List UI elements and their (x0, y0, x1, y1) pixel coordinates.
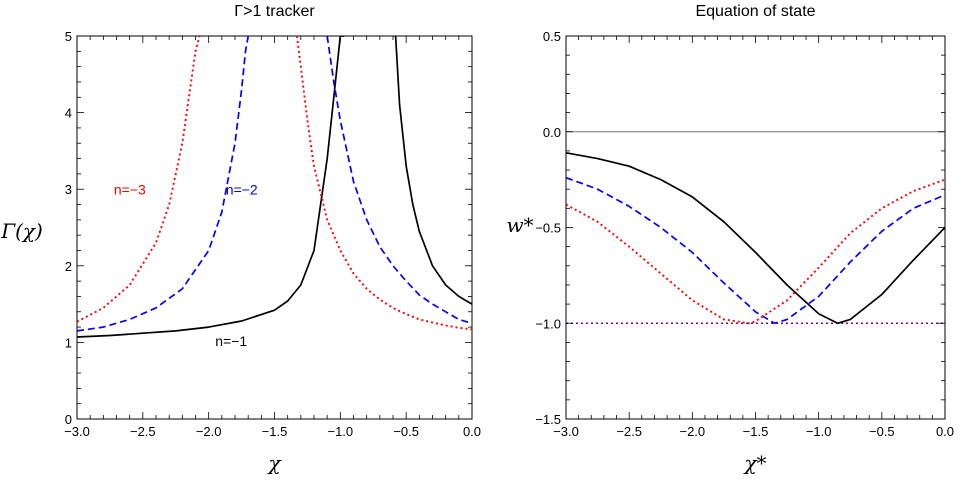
left-x-tick-label: −0.5 (393, 424, 419, 439)
left-series-line (394, 36, 472, 305)
right-x-tick-label: −2.0 (679, 424, 705, 439)
left-y-axis-label: Γ(χ) (0, 219, 43, 243)
left-series-line (77, 36, 345, 338)
left-y-tick-label: 1 (65, 335, 72, 350)
right-chart-title: Equation of state (695, 3, 815, 20)
left-y-tick-label: 3 (65, 182, 72, 197)
left-x-tick-label: 0.0 (463, 424, 481, 439)
left-series-line (295, 36, 472, 331)
right-x-tick-label: −2.5 (616, 424, 642, 439)
left-x-axis-label: χ (266, 451, 282, 475)
left-y-tick-label: 4 (65, 106, 72, 121)
left-series-annotation: n=−1 (215, 333, 247, 349)
right-y-tick-label: −0.5 (535, 221, 561, 236)
right-x-tick-label: −1.5 (743, 424, 769, 439)
left-y-tick-label: 5 (65, 29, 72, 44)
left-series-line (326, 36, 472, 325)
right-y-tick-label: −1.0 (535, 316, 561, 331)
left-series-annotation: n=−2 (226, 182, 258, 198)
right-chart: Equation of state −3.0 −2.5 −2.0 −1.5 −1.0 −0.… (506, 3, 954, 475)
left-chart: Γ>1 tracker −3.0 −2.5 −2.0 −1.5 −1.0 −0.5 0.0 0 1… (0, 3, 481, 475)
left-series-line (77, 36, 201, 323)
right-x-axis-label: χ* (742, 451, 766, 475)
right-x-tick-label: −3.0 (553, 424, 579, 439)
left-x-tick-label: −2.0 (196, 424, 222, 439)
right-series-line (566, 176, 945, 325)
left-x-tick-label: −1.0 (327, 424, 353, 439)
left-chart-title: Γ>1 tracker (234, 3, 315, 20)
right-y-tick-label: 0.5 (543, 29, 561, 44)
right-series-line (566, 151, 945, 325)
right-y-tick-label: 0.0 (543, 125, 561, 140)
right-x-tick-label: 0.0 (936, 424, 954, 439)
right-x-tick-label: −1.0 (806, 424, 832, 439)
right-series-line (566, 178, 945, 325)
left-series-line (77, 36, 250, 332)
left-x-tick-label: −3.0 (64, 424, 90, 439)
left-plot-frame (76, 35, 473, 420)
left-series-annotation: n=−3 (114, 182, 146, 198)
right-y-axis-label: w* (506, 213, 533, 237)
left-x-tick-label: −1.5 (262, 424, 288, 439)
left-y-tick-label: 2 (65, 259, 72, 274)
left-y-tick-label: 0 (65, 412, 72, 427)
right-x-tick-label: −0.5 (869, 424, 895, 439)
left-x-tick-label: −2.5 (130, 424, 156, 439)
right-y-tick-label: −1.5 (535, 412, 561, 427)
